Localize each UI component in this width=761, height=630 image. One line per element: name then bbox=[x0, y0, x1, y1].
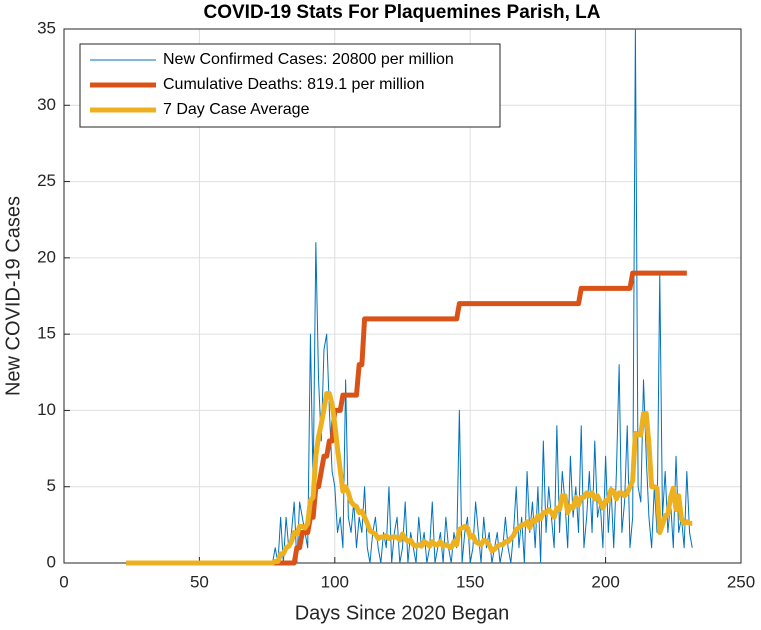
y-tick-label: 0 bbox=[47, 552, 56, 571]
y-axis-label: New COVID-19 Cases bbox=[2, 196, 24, 396]
x-tick-label: 150 bbox=[456, 572, 484, 591]
y-tick-label: 30 bbox=[37, 95, 56, 114]
series-line bbox=[126, 391, 693, 566]
x-tick-label: 200 bbox=[591, 572, 619, 591]
y-tick-label: 35 bbox=[37, 18, 56, 37]
x-tick-label: 250 bbox=[727, 572, 755, 591]
y-tick-label: 5 bbox=[47, 476, 56, 495]
plot-frame bbox=[63, 28, 742, 564]
legend-label: Cumulative Deaths: 819.1 per million bbox=[163, 76, 424, 93]
legend: New Confirmed Cases: 20800 per million Cu… bbox=[79, 43, 501, 128]
y-tick-label: 20 bbox=[37, 247, 56, 266]
x-tick-label: 100 bbox=[321, 572, 349, 591]
legend-label: New Confirmed Cases: 20800 per million bbox=[163, 51, 454, 68]
legend-box bbox=[79, 43, 501, 128]
y-tick-label: 10 bbox=[37, 400, 56, 419]
legend-label: 7 Day Case Average bbox=[163, 101, 310, 118]
x-tick-label: 0 bbox=[59, 572, 68, 591]
x-tick-label: 50 bbox=[190, 572, 209, 591]
y-tick-label: 25 bbox=[37, 171, 56, 190]
x-axis-label: Days Since 2020 Began bbox=[295, 602, 510, 624]
chart-title: COVID-19 Stats For Plaquemines Parish, L… bbox=[204, 2, 601, 23]
y-tick-label: 15 bbox=[37, 324, 56, 343]
